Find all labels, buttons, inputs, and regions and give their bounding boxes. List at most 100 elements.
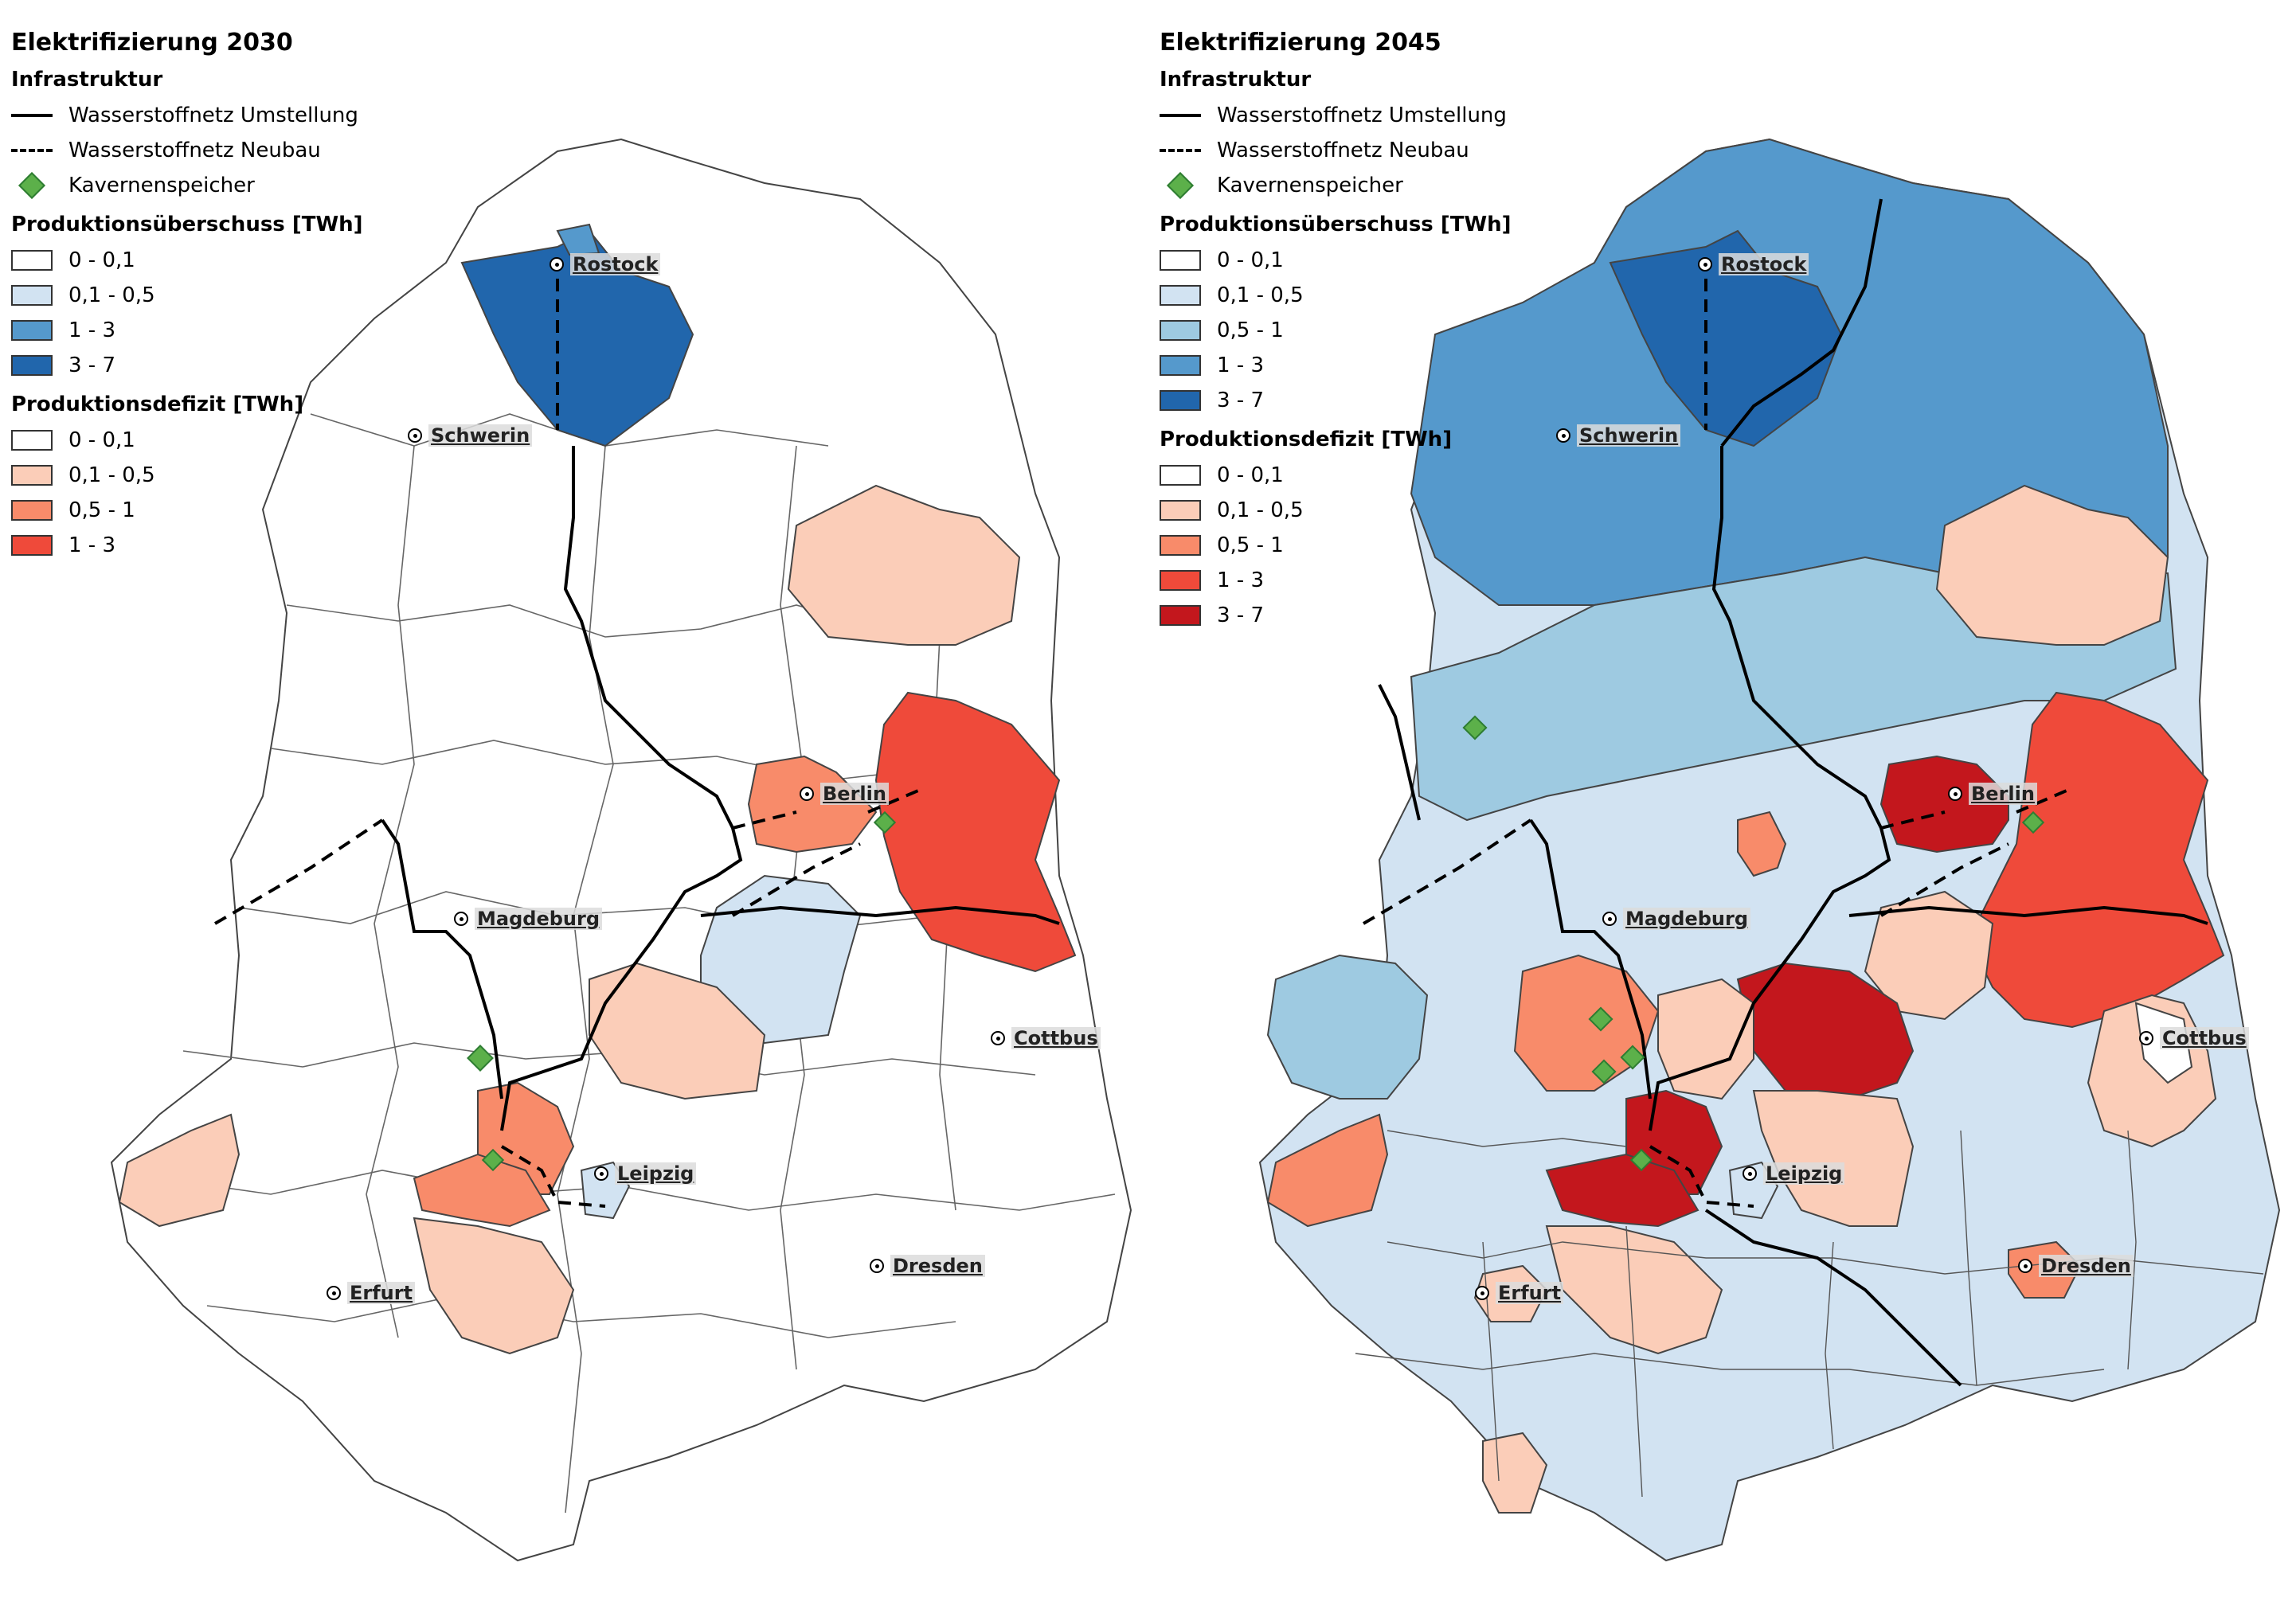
legend-deficit: Produktionsdefizit [TWh] 0 - 0,1 0,1 - 0… [11,393,363,563]
color-swatch [11,465,53,486]
cavern-storage-icon [2021,810,2045,834]
legend-heading: Produktionsdefizit [TWh] [1160,428,1453,451]
city-dot-icon [1475,1286,1489,1300]
color-swatch [11,320,53,341]
cavern-storage-icon [873,810,897,834]
city-dot-icon [2018,1259,2032,1273]
legend-label: 3 - 7 [1217,389,1264,412]
cavern-storage-icon [467,1045,494,1072]
legend-label: 0,5 - 1 [1217,318,1284,342]
city-label: Dresden [2039,1255,2134,1277]
legend-item: 0 - 0,1 [11,423,363,458]
color-swatch [1160,355,1201,376]
region-thueringen-south [1482,1432,1548,1514]
cavern-storage-icon [481,1148,505,1172]
legend-heading: Infrastruktur [11,68,163,92]
legend-item: 1 - 3 [11,528,363,563]
region-teltow [700,874,862,1045]
city-dot-icon [1602,912,1617,926]
color-swatch [1160,535,1201,556]
legend-2030: Elektrifizierung 2030 Infrastruktur Wass… [11,29,363,572]
legend-item: 0,1 - 0,5 [1160,493,1512,528]
legend-infrastructure: Infrastruktur Wasserstoffnetz Umstellung… [11,68,363,203]
city-dot-icon [594,1166,608,1181]
legend-item: 0 - 0,1 [1160,243,1512,278]
legend-item: 0,5 - 1 [1160,313,1512,348]
legend-item: 0,5 - 1 [11,493,363,528]
color-swatch [1160,320,1201,341]
solid-line-icon [11,104,57,127]
region-map-2030 [110,138,1132,1562]
legend-label: Wasserstoffnetz Neubau [1217,139,1469,162]
color-swatch [1160,465,1201,486]
city-marker-berlin: Berlin [1948,783,2037,805]
city-dot-icon [991,1031,1005,1045]
city-dot-icon [1698,257,1712,271]
legend-item: Wasserstoffnetz Neubau [11,133,363,168]
color-swatch [1160,570,1201,591]
cavern-storage-icon [1620,1045,1645,1070]
region-anhalt [1657,978,1754,1100]
region-burgenland [413,1217,575,1355]
legend-label: 0,5 - 1 [68,498,135,522]
city-label: Magdeburg [1623,908,1750,930]
city-dot-icon [1743,1166,1757,1181]
city-marker-berlin: Berlin [800,783,889,805]
city-dot-icon [870,1259,884,1273]
legend-item: 0,1 - 0,5 [11,278,363,313]
city-marker-erfurt: Erfurt [1475,1282,1564,1304]
legend-item: Wasserstoffnetz Umstellung [1160,98,1512,133]
city-label: Rostock [1719,253,1809,275]
diamond-icon [11,172,57,199]
city-marker-schwerin: Schwerin [408,424,533,447]
city-label: Erfurt [1496,1282,1564,1304]
region-wittenberg [1736,962,1915,1100]
color-swatch [11,430,53,451]
city-marker-dresden: Dresden [2018,1255,2134,1277]
city-marker-leipzig: Leipzig [594,1162,697,1185]
legend-label: Wasserstoffnetz Umstellung [68,104,358,127]
color-swatch [1160,250,1201,271]
color-swatch [1160,605,1201,626]
region-oder [874,691,1077,973]
dashed-line-icon [1160,139,1206,162]
city-label: Dresden [890,1255,985,1277]
legend-label: 1 - 3 [68,533,115,557]
city-label: Schwerin [1577,424,1681,447]
legend-item: 3 - 7 [1160,383,1512,418]
region-eichsfeld [1266,1113,1389,1228]
legend-label: 1 - 3 [1217,568,1264,592]
region-eichsfeld [118,1113,241,1228]
legend-heading: Produktionsüberschuss [TWh] [11,213,363,236]
hydrogen-network-new [1362,279,2073,1208]
legend-label: 0,5 - 1 [1217,533,1284,557]
city-marker-cottbus: Cottbus [2139,1027,2249,1049]
region-berlin [1879,755,2009,853]
panel-title: Elektrifizierung 2045 [1160,29,1441,57]
city-dot-icon [327,1286,341,1300]
legend-surplus: Produktionsüberschuss [TWh] 0 - 0,1 0,1 … [11,213,363,383]
legend-item: 3 - 7 [1160,598,1512,633]
region-map-2045 [1258,138,2281,1562]
region-uckermark [787,484,1021,646]
city-dot-icon [1948,787,1962,801]
city-label: Leipzig [615,1162,697,1185]
city-marker-cottbus: Cottbus [991,1027,1101,1049]
legend-label: 0,1 - 0,5 [68,283,155,307]
legend-label: 3 - 7 [68,353,115,377]
region-uckermark [1935,484,2169,646]
city-marker-schwerin: Schwerin [1556,424,1681,447]
city-label: Cottbus [1011,1027,1101,1049]
legend-item: Kavernenspeicher [11,168,363,203]
city-label: Schwerin [428,424,533,447]
region-havelland [1737,810,1787,877]
city-label: Rostock [570,253,661,275]
legend-item: 3 - 7 [11,348,363,383]
color-swatch [11,250,53,271]
legend-label: 1 - 3 [68,318,115,342]
city-dot-icon [408,428,422,443]
region-rostock [1609,229,1843,447]
map-panel-2045: Elektrifizierung 2045 Infrastruktur Wass… [1148,0,2296,1621]
legend-item: 1 - 3 [11,313,363,348]
color-swatch [11,285,53,306]
